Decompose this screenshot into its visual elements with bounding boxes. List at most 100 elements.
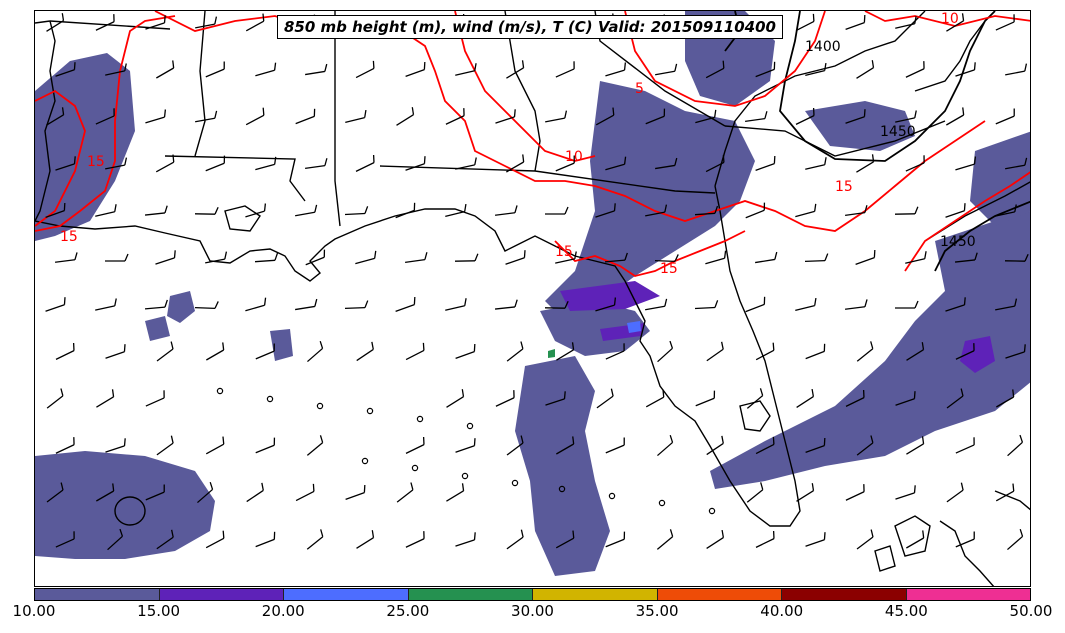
wind-barb <box>156 341 174 362</box>
wind-barb <box>195 16 218 29</box>
wind-barb <box>344 206 369 216</box>
wind-barb <box>205 436 225 455</box>
wind-barb <box>555 61 575 78</box>
wind-barb <box>344 300 369 309</box>
colorbar-segment <box>533 589 658 600</box>
wind-barb <box>645 298 668 311</box>
colorbar-labels: 10.00 15.00 20.00 25.00 30.00 35.00 40.00 45.00… <box>0 602 1065 626</box>
wind-barb <box>107 528 124 551</box>
precip-cell-2 <box>145 316 170 341</box>
wind-barb <box>845 205 868 217</box>
wind-barb <box>945 203 966 218</box>
wind-barb <box>95 204 117 217</box>
wind-barb <box>995 483 1015 502</box>
calm-wind-circle <box>708 507 716 515</box>
alabama-georgia-border <box>504 11 541 172</box>
wind-barb <box>255 62 277 77</box>
wind-barb <box>755 342 775 361</box>
colorbar-segment <box>284 589 409 600</box>
wind-barb <box>255 343 275 360</box>
texas-edge <box>35 20 51 24</box>
wind-barb <box>45 202 66 219</box>
wind-barb <box>694 205 719 216</box>
calm-wind-circle <box>361 457 369 465</box>
wind-barb <box>946 13 965 32</box>
wind-barb <box>446 483 465 502</box>
calm-wind-circle <box>558 485 566 493</box>
bahamas-island-1 <box>894 515 931 557</box>
precip-heavy-band-1 <box>560 281 660 311</box>
wind-barb <box>145 109 167 124</box>
wind-barb <box>755 251 778 264</box>
wind-barb <box>805 157 827 170</box>
wind-barb <box>605 437 625 454</box>
calm-wind-circle <box>416 415 424 423</box>
wind-barb <box>555 251 577 264</box>
arkansas-louisiana-border <box>49 20 171 30</box>
temp-label-2: 15 <box>60 229 78 245</box>
colorbar-segment <box>159 589 284 600</box>
wind-barb <box>954 252 978 263</box>
wind-barb <box>655 63 678 76</box>
wind-barb <box>454 253 479 262</box>
wind-barb <box>255 437 276 454</box>
wind-barb <box>1005 344 1026 359</box>
wind-barb <box>355 60 375 79</box>
wind-barb <box>245 13 265 32</box>
wind-barb <box>544 300 569 309</box>
temp-label-1: 15 <box>87 154 105 170</box>
precip-heavy <box>548 281 995 373</box>
louisiana-mississippi-border <box>164 155 306 202</box>
wind-barb <box>494 205 518 216</box>
temp-contour-15-east <box>904 171 1030 272</box>
colorbar-segment <box>657 589 782 600</box>
height-contour-1450-north <box>779 11 996 162</box>
wind-barb <box>155 250 176 265</box>
south-carolina-border <box>724 120 946 157</box>
colorbar-tick-label: 20.00 <box>261 602 305 620</box>
wind-barb <box>955 437 975 454</box>
wind-barb <box>905 155 925 172</box>
temp-contour-15-gulf <box>554 230 746 277</box>
wind-barb <box>55 342 75 360</box>
wind-barb <box>856 435 874 456</box>
wind-barb <box>1007 434 1024 457</box>
wind-barb <box>755 61 776 78</box>
wind-barb <box>156 529 174 550</box>
wind-barb <box>595 107 615 126</box>
wind-barb <box>495 109 516 124</box>
wind-barb <box>245 297 267 312</box>
colorbar-tick-label: 25.00 <box>386 602 430 620</box>
wind-barb <box>96 483 115 502</box>
wind-barb <box>706 435 724 456</box>
wind-barb <box>996 389 1015 408</box>
texas-louisiana-border <box>35 20 56 222</box>
wind-barb <box>604 252 628 263</box>
wind-barb <box>295 483 315 502</box>
wind-barb <box>955 343 975 360</box>
wind-barb <box>255 156 277 171</box>
atlantic-coastline-north <box>914 20 986 92</box>
wind-barb <box>145 390 165 407</box>
wind-barb <box>654 254 679 262</box>
bahamas-island-2 <box>874 545 896 572</box>
wind-barb <box>245 203 267 218</box>
temp-label-4: 15 <box>660 261 678 277</box>
colorbar-tick-label: 35.00 <box>635 602 679 620</box>
wind-barb <box>995 204 1017 217</box>
mississippi-alabama-border <box>334 11 341 227</box>
wind-barb <box>455 343 476 360</box>
calm-wind-circle <box>411 464 419 472</box>
wind-barb <box>856 529 874 550</box>
wind-barb <box>556 436 575 455</box>
map-panel: 15 15 15 15 10 5 10 15 1400 1450 1450 <box>34 10 1031 587</box>
wind-barb <box>595 297 617 312</box>
wind-barb <box>506 435 524 456</box>
wind-barb <box>55 62 76 77</box>
wind-barb <box>156 60 175 79</box>
wind-barb <box>156 435 174 456</box>
wind-barb <box>856 341 874 362</box>
colorbar-segment <box>35 589 160 600</box>
wind-barb <box>795 107 815 125</box>
wind-barb <box>805 62 827 77</box>
